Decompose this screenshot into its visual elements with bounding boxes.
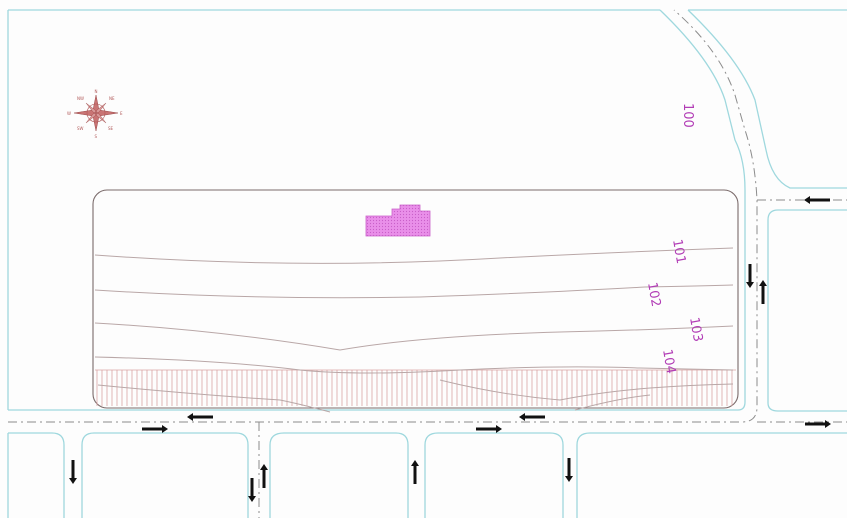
compass-rose-icon: N NW NE E SE S SW W [67,89,123,139]
east-road-south-edge [576,432,847,518]
contour-label-100: 100 [680,103,695,128]
contour-label-103: 103 [686,316,705,343]
compass-label-n: N [95,89,98,94]
compass-label-sw: SW [77,126,84,131]
contour-line-102 [94,284,734,299]
east-road-inner-edge [767,209,847,412]
arrow-icon [476,425,502,433]
arrow-icon [565,458,573,482]
arrow-icon [805,420,831,428]
arrow-icon [804,196,830,204]
arrow-icon [260,464,268,488]
contour-line-toe [97,384,331,413]
contour-labels: 100 101 102 103 104 [644,103,705,375]
arrow-icon [187,413,213,421]
arrow-icon [746,264,754,288]
traffic-arrows [69,196,831,502]
contour-line-toe-2 [439,379,734,401]
contour-line-104 [94,356,734,374]
compass-label-nw: NW [77,96,84,101]
building-footprint-icon [365,204,431,237]
contour-label-104: 104 [659,348,678,375]
contour-label-102: 102 [644,281,663,308]
map-frame [7,9,847,410]
road-centerlines [8,9,847,518]
main-road-north-edge [8,9,746,411]
arrow-icon [248,478,256,502]
compass-label-e: E [120,111,123,116]
contour-line-103 [94,322,734,351]
arrow-icon [411,460,419,484]
arrow-icon [759,280,767,304]
embankment-hatch [95,369,736,406]
road-network [7,9,847,518]
compass-label-se: SE [108,126,114,131]
site-boundary [92,189,739,409]
contour-label-101: 101 [669,238,688,265]
arrow-icon [519,413,545,421]
contour-lines [94,247,734,413]
arrow-icon [69,460,77,484]
arrow-icon [142,425,168,433]
contour-line-toe-3 [574,394,651,411]
contour-line-101 [94,247,734,264]
compass-label-ne: NE [109,96,115,101]
east-road-outer-edge [687,9,847,189]
compass-label-w: W [67,111,71,116]
compass-label-s: S [95,134,98,139]
